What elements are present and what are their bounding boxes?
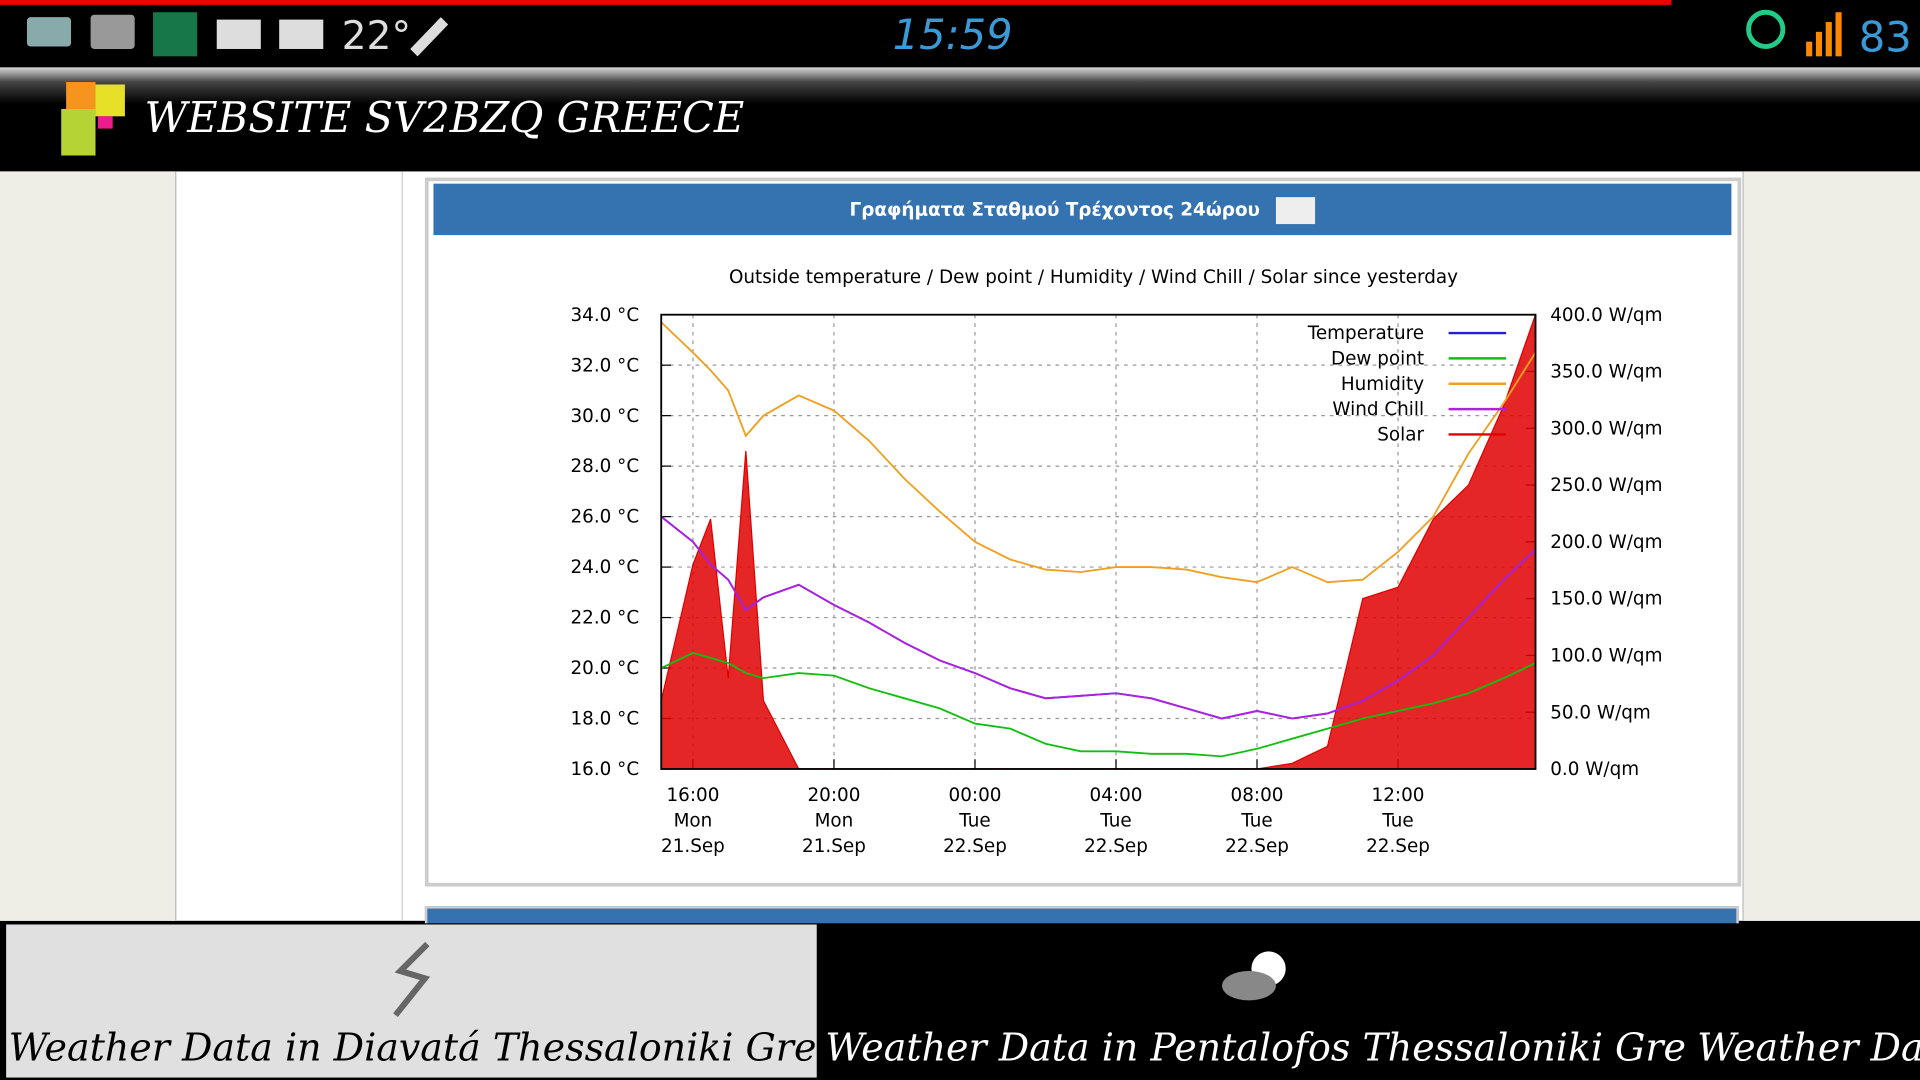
tab[interactable]: Weather Data in Diavatá Thessaloniki Gre…: [6, 924, 817, 1078]
app-title: WEBSITE SV2BZQ GREECE: [144, 94, 745, 144]
temperature: 22°: [342, 14, 411, 59]
tab[interactable]: Weather Dat: [1694, 924, 1920, 1078]
y2-tick-label: 0.0 W/qm: [1550, 759, 1639, 780]
tab-label: Weather Data in Diavatá Thessaloniki Gre…: [8, 1026, 817, 1071]
x-tick-label: 00:00 Tue 22.Sep: [943, 785, 1007, 857]
panel-header: Γραφήματα Σταθμού Τρέχοντος 24ώρου: [433, 183, 1732, 236]
chart: Outside temperature / Dew point / Humidi…: [570, 267, 1662, 857]
app-bar: WEBSITE SV2BZQ GREECE: [0, 67, 1920, 172]
y2-tick-label: 300.0 W/qm: [1550, 418, 1662, 439]
tab-icon: [1222, 951, 1286, 1001]
legend-label: Humidity: [1341, 374, 1424, 395]
y-tick-label: 16.0 °C: [570, 759, 639, 780]
y-tick-label: 34.0 °C: [570, 305, 639, 326]
content: Γραφήματα Σταθμού Τρέχοντος 24ώρου: [0, 171, 1920, 924]
icon: [90, 14, 135, 49]
y2-tick-label: 150.0 W/qm: [1550, 589, 1662, 610]
y2-tick-label: 350.0 W/qm: [1550, 362, 1662, 383]
y-tick-label: 24.0 °C: [570, 557, 639, 578]
sidebar-right: [1742, 171, 1920, 921]
legend-label: Solar: [1377, 425, 1424, 446]
legend-label: Temperature: [1307, 323, 1424, 344]
y2-tick-label: 250.0 W/qm: [1550, 475, 1662, 496]
signal-bar: [1815, 31, 1823, 57]
y-tick-label: 32.0 °C: [570, 355, 639, 376]
x-tick-label: 12:00 Tue 22.Sep: [1366, 785, 1430, 857]
signal-bar: [1806, 41, 1813, 57]
icon: [153, 12, 198, 57]
chart-title: Outside temperature / Dew point / Humidi…: [729, 267, 1458, 288]
plot-frame: [660, 313, 1537, 770]
status-bar: 22° 15:59 83: [0, 0, 1920, 68]
x-tick-label: 08:00 Tue 22.Sep: [1225, 785, 1289, 857]
panel-title: Γραφήματα Σταθμού Τρέχοντος 24ώρου: [849, 198, 1260, 221]
y-tick-label: 18.0 °C: [570, 709, 639, 730]
mail-icon: [279, 19, 324, 49]
app-logo: [61, 82, 125, 156]
line: [660, 515, 1537, 720]
clock: 15:59: [893, 10, 1013, 59]
signal-bar: [1825, 22, 1832, 57]
sidebar: [0, 171, 177, 921]
y2-tick-label: 100.0 W/qm: [1550, 646, 1662, 667]
y-tick-label: 30.0 °C: [570, 406, 639, 427]
wifi-icon: [1746, 9, 1786, 49]
status-icons: 22° 15:59 83: [26, 9, 1912, 61]
x-tick-label: 20:00 Mon 21.Sep: [802, 785, 866, 857]
mail-icon: [216, 19, 261, 49]
y-tick-label: 28.0 °C: [570, 456, 639, 477]
y2-tick-label: 50.0 W/qm: [1550, 702, 1651, 723]
tab-label: Weather Data in Pentalofos Thessaloniki …: [825, 1026, 1688, 1071]
signal-bar: [1835, 12, 1842, 57]
line: [660, 651, 1536, 758]
y2-tick-label: 200.0 W/qm: [1550, 532, 1662, 553]
progress-line: [0, 0, 1672, 5]
tab-label: Weather Dat: [1697, 1026, 1920, 1071]
pen-icon: [410, 17, 449, 57]
y-tick-label: 20.0 °C: [570, 658, 639, 679]
next-panel: [424, 906, 1739, 924]
x-tick-label: 04:00 Tue 22.Sep: [1084, 785, 1148, 857]
legend-label: Wind Chill: [1332, 399, 1424, 420]
battery: 83: [1859, 12, 1912, 61]
y2-tick-label: 400.0 W/qm: [1550, 305, 1662, 326]
line: [660, 321, 1537, 584]
icon: [26, 17, 72, 47]
tab[interactable]: Weather Data in Pentalofos Thessaloniki …: [822, 924, 1688, 1078]
legend-label: Dew point: [1331, 349, 1424, 370]
y-tick-label: 26.0 °C: [570, 507, 639, 528]
tab-icon: [393, 941, 431, 1018]
y-tick-label: 22.0 °C: [570, 608, 639, 629]
divider: [401, 171, 403, 921]
x-tick-label: 16:00 Mon 21.Sep: [661, 785, 725, 857]
